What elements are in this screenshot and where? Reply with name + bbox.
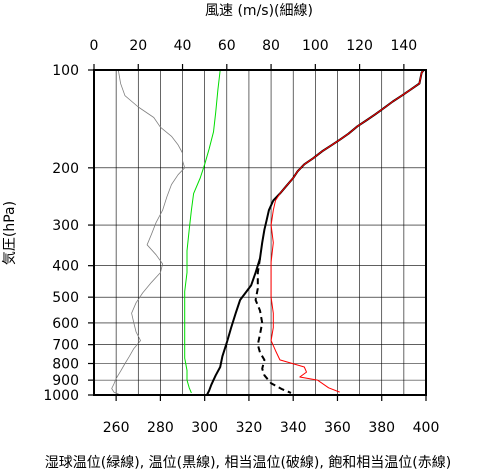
series-line-wind [111,69,186,396]
y-tick-label: 300 [52,218,79,234]
top-tick-label: 100 [302,38,329,54]
grid-lines [93,69,427,396]
top-tick-label: 20 [129,38,147,54]
top-axis-title: 風速 (m/s)(細線) [205,3,313,19]
top-tick-label: 40 [174,38,192,54]
top-tick-label: 120 [346,38,373,54]
bottom-tick-label: 300 [191,420,218,436]
top-tick-label: 140 [390,38,417,54]
bottom-tick-label: 320 [236,420,263,436]
y-tick-label: 500 [52,290,79,306]
y-axis-title: 気圧(hPa) [2,201,18,265]
y-tick-label: 100 [52,63,79,79]
bottom-tick-label: 340 [280,420,307,436]
series-line-equivalent [254,258,292,394]
y-tick-label: 400 [52,259,79,275]
bottom-tick-label: 260 [103,420,130,436]
y-tick-label: 1000 [43,388,79,404]
series-layer [111,69,425,396]
series-line-saturated_equivalent [270,69,425,393]
bottom-tick-label: 380 [368,420,395,436]
plot-frame [93,69,427,396]
y-tick-label: 700 [52,338,79,354]
top-tick-label: 80 [262,38,280,54]
y-tick-label: 600 [52,316,79,332]
top-tick-label: 60 [218,38,236,54]
axes-layer: 260 280 300 320 340 360 380 400 0 20 40 60 80 100 120 1… [43,38,439,436]
series-line-wet_bulb [184,69,221,394]
y-tick-label: 800 [52,357,79,373]
top-tick-label: 0 [90,38,99,54]
y-tick-label: 900 [52,373,79,389]
bottom-tick-label: 400 [413,420,440,436]
bottom-tick-label: 280 [147,420,174,436]
bottom-tick-label: 360 [324,420,351,436]
y-tick-label: 200 [52,161,79,177]
bottom-axis-title: 湿球温位(緑線), 温位(黒線), 相当温位(破線), 飽和相当温位(赤線) [45,454,451,471]
